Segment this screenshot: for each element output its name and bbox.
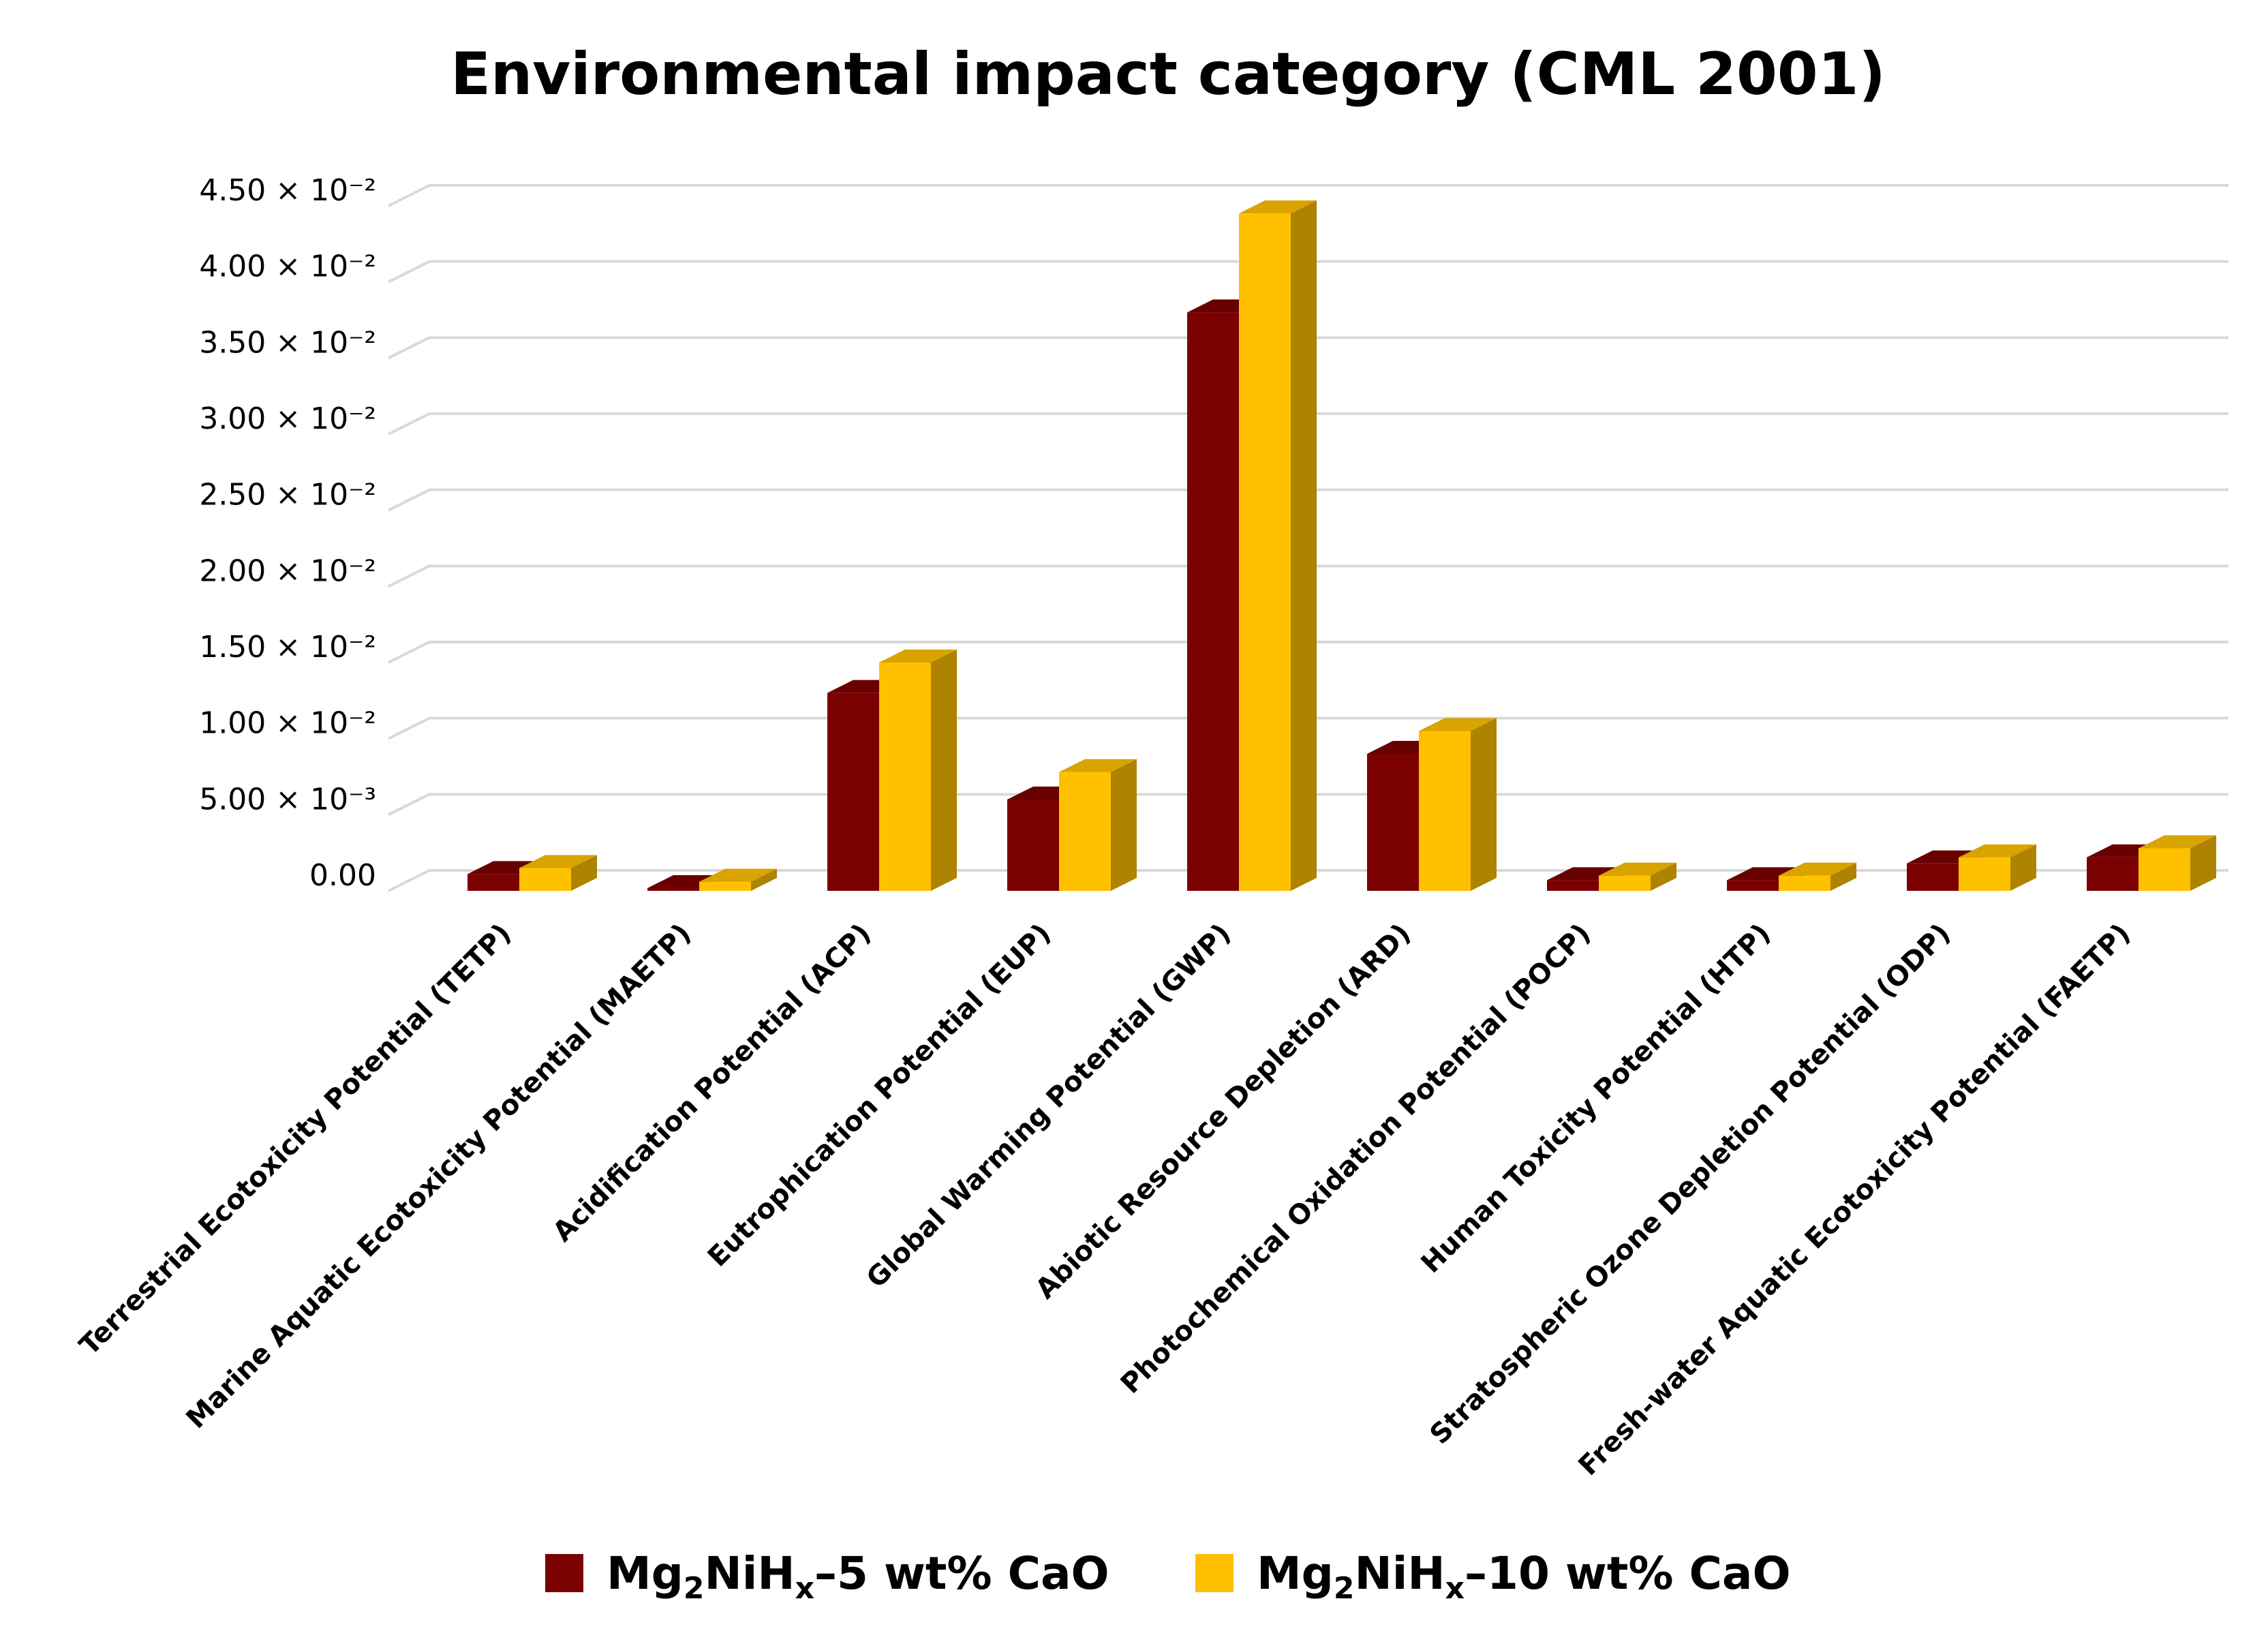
bar-series2: [1419, 718, 1497, 891]
bar-front: [1239, 213, 1291, 892]
legend-item: Mg2NiHx–5 wt% CaO: [545, 1547, 1109, 1606]
gridline-depth: [388, 641, 430, 664]
bar-series2: [519, 855, 597, 891]
legend-swatch: [1195, 1554, 1233, 1592]
y-tick-label: 0.00: [309, 858, 376, 893]
bar-front: [1419, 731, 1471, 891]
bar-top: [879, 650, 957, 663]
bar-front: [1959, 857, 2010, 891]
bar-front: [1007, 800, 1059, 891]
y-axis-ticks: 0.00 5.00 × 10⁻³ 1.00 × 10⁻² 1.50 × 10⁻² 2.0…: [199, 173, 376, 893]
x-axis-category-labels: Terrestrial Ecotoxicity Potential (TETP)…: [74, 918, 2136, 1482]
bar-series2: [1599, 862, 1676, 891]
bar-side: [1830, 862, 1856, 891]
gridline-depth: [388, 488, 430, 512]
bar-side: [1111, 759, 1137, 891]
bar-series2: [1779, 862, 1856, 891]
bar-series2: [879, 650, 957, 891]
x-category-label: Human Toxicity Potential (HTP): [1415, 918, 1777, 1279]
bar-front: [519, 868, 571, 891]
bar-top: [1059, 759, 1137, 772]
x-category-label: Eutrophication Potential (EUP): [702, 918, 1057, 1273]
y-tick-label: 1.50 × 10⁻²: [199, 630, 376, 665]
bar-front: [1779, 875, 1830, 891]
bar-side: [1291, 200, 1317, 892]
y-tick-label: 3.50 × 10⁻²: [199, 325, 376, 360]
bar-side: [2190, 835, 2216, 891]
bar-side: [571, 855, 597, 891]
bar-series2: [1239, 200, 1317, 892]
bar-front: [879, 663, 931, 891]
bar-top: [2139, 835, 2216, 849]
gridline-depth: [388, 869, 430, 892]
bar-series2: [699, 868, 777, 891]
bar-series2: [1059, 759, 1137, 891]
legend-item: Mg2NiHx–10 wt% CaO: [1195, 1547, 1791, 1606]
bars: [468, 200, 2216, 892]
bar-front: [1599, 875, 1651, 891]
bar-front: [827, 692, 879, 891]
x-category-label: Acidification Potential (ACP): [547, 918, 877, 1248]
bar-side: [931, 650, 957, 891]
bar-side: [2010, 844, 2036, 891]
bar-front: [1059, 772, 1111, 891]
legend-swatch: [545, 1554, 583, 1592]
gridline-depth: [388, 716, 430, 740]
bar-top: [519, 855, 597, 868]
legend: Mg2NiHx–5 wt% CaO Mg2NiHx–10 wt% CaO: [545, 1547, 1791, 1606]
gridline-depth: [388, 793, 430, 817]
bar-front: [2139, 848, 2190, 891]
gridline-depth: [388, 336, 430, 360]
legend-label: Mg2NiHx–5 wt% CaO: [607, 1547, 1109, 1606]
legend-label: Mg2NiHx–10 wt% CaO: [1257, 1547, 1791, 1606]
bar-front: [647, 888, 699, 891]
bar-side: [1651, 862, 1676, 891]
bar-series2: [1959, 844, 2036, 891]
bar-front: [1547, 880, 1599, 891]
y-tick-label: 4.00 × 10⁻²: [199, 249, 376, 284]
bar-top: [1779, 862, 1856, 876]
bar-top: [1419, 718, 1497, 731]
bar-top: [699, 868, 777, 882]
y-tick-label: 1.00 × 10⁻²: [199, 706, 376, 741]
bar-series2: [2139, 835, 2216, 891]
y-tick-label: 5.00 × 10⁻³: [199, 782, 376, 817]
bar-front: [1367, 754, 1419, 891]
bar-front: [1727, 880, 1779, 891]
x-category-label: Terrestrial Ecotoxicity Potential (TETP): [74, 918, 517, 1362]
bar-front: [1907, 863, 1959, 891]
bar-top: [1239, 200, 1317, 214]
bar-front: [699, 881, 751, 891]
bar-front: [2087, 857, 2139, 891]
x-category-label: Global Warming Potential (GWP): [861, 918, 1237, 1294]
chart-title: Environmental impact category (CML 2001): [450, 40, 1886, 108]
gridline-depth: [388, 412, 430, 436]
gridline-depth: [388, 260, 430, 284]
gridlines: [388, 184, 2228, 892]
gridline-depth: [388, 184, 430, 207]
bar-front: [468, 874, 519, 891]
bar-top: [1599, 862, 1676, 876]
x-category-label: Abiotic Resource Depletion (ARD): [1030, 918, 1417, 1305]
y-tick-label: 2.50 × 10⁻²: [199, 478, 376, 513]
y-tick-label: 4.50 × 10⁻²: [199, 173, 376, 208]
y-tick-label: 3.00 × 10⁻²: [199, 401, 376, 436]
bar-side: [751, 868, 777, 891]
bar-top: [1959, 844, 2036, 857]
bar-front: [1187, 312, 1239, 891]
bar-side: [1471, 718, 1497, 891]
gridline-depth: [388, 564, 430, 588]
y-tick-label: 2.00 × 10⁻²: [199, 553, 376, 588]
